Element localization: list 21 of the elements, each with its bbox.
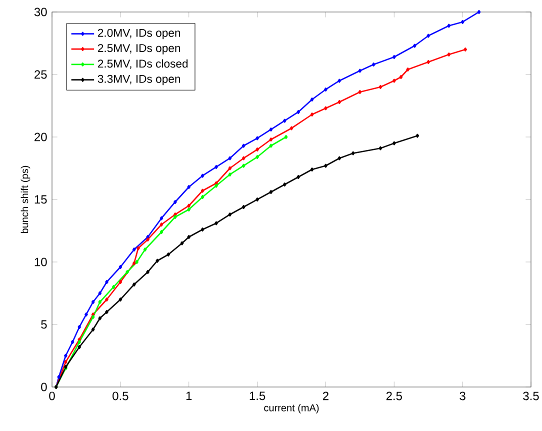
y-tick-label: 20 [34, 132, 47, 142]
legend-label: 3.3MV, IDs open [98, 74, 180, 86]
x-tick-label: 1 [186, 392, 192, 400]
legend-label: 2.0MV, IDs open [98, 28, 180, 40]
y-tick-label: 0 [41, 382, 47, 392]
y-tick-label: 30 [34, 8, 47, 16]
x-tick-label: 2 [322, 392, 328, 400]
x-tick-label: 3.5 [523, 392, 539, 400]
y-tick-label: 5 [41, 320, 47, 329]
x-tick-label: 0.5 [112, 392, 128, 400]
x-tick-label: 0 [49, 392, 55, 400]
y-tick-label: 15 [34, 195, 47, 204]
y-tick-label: 25 [34, 70, 47, 79]
x-axis-title: current (mA) [264, 404, 319, 414]
x-tick-label: 2.5 [386, 392, 402, 400]
legend-label: 2.5MV, IDs closed [98, 59, 188, 69]
x-tick-label: 1.5 [250, 392, 266, 400]
y-tick-label: 10 [34, 258, 47, 266]
x-tick-label: 3 [460, 392, 466, 400]
y-axis-title: bunch shift (ps) [20, 166, 30, 234]
legend-label: 2.5MV, IDs open [98, 44, 180, 54]
